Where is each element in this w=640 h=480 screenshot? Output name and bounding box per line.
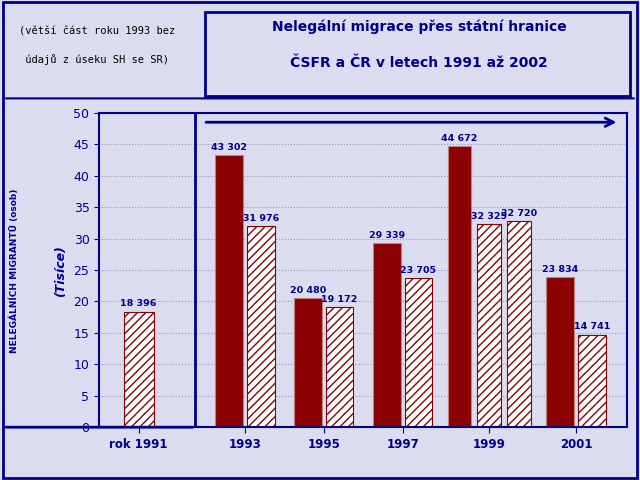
- Text: 20 480: 20 480: [290, 286, 326, 295]
- Text: 43 302: 43 302: [211, 143, 247, 152]
- Text: (větší část roku 1993 bez: (větší část roku 1993 bez: [19, 26, 175, 36]
- Bar: [547, 277, 574, 427]
- Text: 19 172: 19 172: [321, 295, 358, 303]
- Text: 32 720: 32 720: [501, 209, 538, 218]
- Bar: [216, 155, 243, 427]
- Bar: [508, 221, 531, 427]
- Text: 32 325: 32 325: [471, 212, 508, 221]
- Text: 23 705: 23 705: [401, 266, 436, 275]
- Text: 14 741: 14 741: [573, 323, 610, 331]
- Bar: [404, 278, 432, 427]
- Bar: [294, 299, 322, 427]
- Text: NELEGÁLNÍCH MIGRANTŪ (osob): NELEGÁLNÍCH MIGRANTŪ (osob): [10, 189, 19, 353]
- Bar: [124, 312, 154, 427]
- Text: 31 976: 31 976: [243, 214, 279, 223]
- Bar: [247, 226, 275, 427]
- Bar: [578, 335, 605, 427]
- Text: 44 672: 44 672: [441, 134, 477, 143]
- Bar: [477, 224, 501, 427]
- Text: údajů z úseku SH se SR): údajů z úseku SH se SR): [19, 55, 169, 65]
- Text: (Tisíce): (Tisíce): [54, 245, 67, 297]
- Text: 18 396: 18 396: [120, 300, 157, 308]
- Bar: [326, 307, 353, 427]
- Text: 23 834: 23 834: [542, 265, 579, 274]
- Bar: [447, 146, 471, 427]
- Bar: [373, 243, 401, 427]
- Text: 29 339: 29 339: [369, 230, 405, 240]
- Text: ČSFR a ČR v letech 1991 až 2002: ČSFR a ČR v letech 1991 až 2002: [291, 56, 548, 71]
- Text: Nelegální migrace přes státní hranice: Nelegální migrace přes státní hranice: [272, 19, 566, 34]
